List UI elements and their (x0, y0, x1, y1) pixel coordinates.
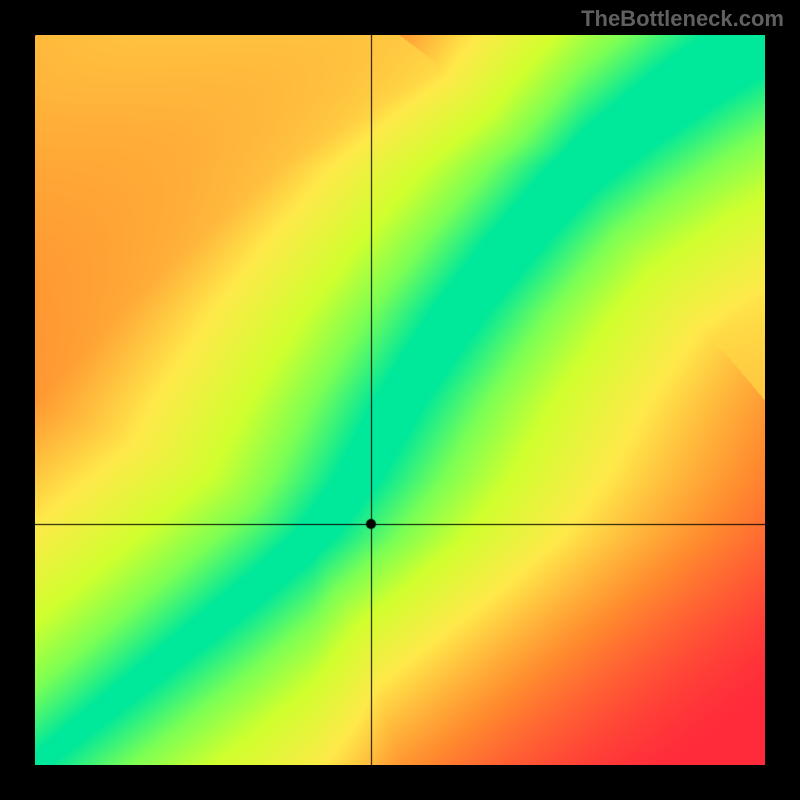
watermark-text: TheBottleneck.com (581, 6, 784, 32)
heatmap-canvas (35, 35, 765, 765)
heatmap-plot (35, 35, 765, 765)
